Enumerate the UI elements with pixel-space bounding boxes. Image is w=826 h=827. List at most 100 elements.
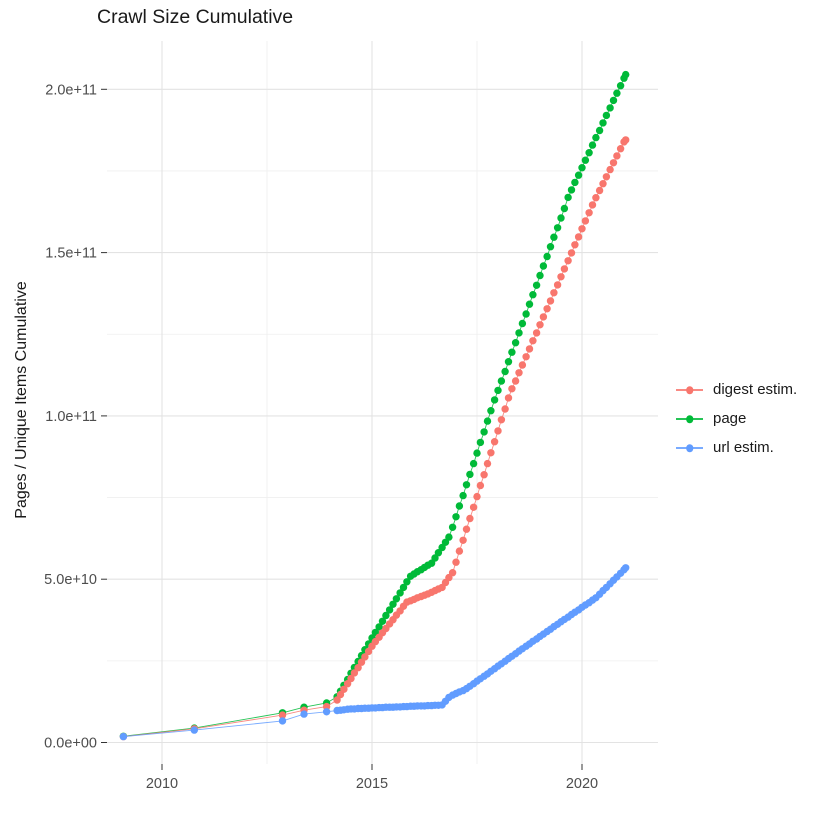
data-point (543, 252, 551, 261)
legend: digest estim. page url estim. (676, 380, 797, 458)
data-point (567, 186, 576, 194)
data-point (473, 492, 481, 501)
legend-label: page (713, 410, 747, 427)
data-point (487, 407, 495, 415)
data-point (574, 171, 583, 179)
data-point (119, 732, 128, 741)
data-point (399, 583, 408, 592)
data-point (322, 708, 331, 716)
legend-point-icon (676, 411, 703, 427)
data-point (553, 281, 562, 289)
data-point (459, 491, 467, 500)
data-point (592, 133, 600, 142)
y-tick-label: 1.5e+11 (45, 246, 97, 262)
data-point (459, 536, 467, 544)
data-point (606, 165, 614, 174)
data-point (616, 82, 625, 90)
data-point (494, 386, 502, 395)
data-point (564, 193, 572, 202)
data-point (434, 549, 443, 557)
data-point (622, 136, 630, 144)
data-point (606, 104, 614, 112)
data-point (322, 702, 331, 711)
data-point (529, 337, 537, 345)
data-point (532, 329, 541, 337)
data-point (622, 564, 630, 572)
axis-tick-labels: 0.0e+00 5.0e+10 1.0e+11 1.5e+11 2.0e+11 2010 2… (44, 82, 598, 792)
data-point (392, 595, 401, 603)
data-point (595, 186, 604, 195)
y-tick-label: 5.0e+10 (44, 572, 97, 588)
data-point (574, 233, 583, 241)
data-point (571, 241, 579, 249)
data-point (543, 305, 551, 313)
data-point (525, 300, 534, 308)
data-point (518, 361, 527, 369)
data-point (354, 664, 362, 672)
data-point (581, 156, 590, 164)
data-point (476, 481, 485, 490)
data-point (501, 367, 509, 376)
data-point (403, 578, 411, 586)
data-series (119, 70, 630, 741)
data-point (536, 321, 544, 329)
data-point (571, 178, 579, 187)
major-gridlines (107, 41, 658, 764)
minor-gridlines (107, 41, 658, 764)
data-point (350, 669, 359, 677)
x-tick-label: 2015 (356, 776, 388, 792)
data-point (560, 204, 569, 213)
data-point (375, 623, 383, 631)
data-point (511, 339, 520, 347)
data-point (431, 554, 439, 562)
data-point (557, 214, 565, 222)
data-point (452, 558, 460, 566)
data-point (515, 369, 523, 377)
series-digest-estim (119, 136, 630, 741)
data-point (190, 726, 198, 734)
axis-ticks (101, 88, 583, 770)
data-point (382, 611, 390, 620)
data-point (455, 502, 464, 510)
data-point (546, 297, 555, 305)
data-point (466, 514, 474, 523)
data-point (448, 569, 457, 577)
y-tick-label: 0.0e+00 (44, 736, 97, 752)
data-point (469, 459, 478, 468)
legend-item-url-estim: url estim. (676, 438, 797, 458)
legend-label: url estim. (713, 439, 774, 456)
data-point (357, 658, 366, 666)
data-point (361, 653, 369, 661)
data-point (466, 470, 474, 479)
data-point (490, 396, 499, 404)
data-point (340, 685, 348, 693)
legend-point-icon (676, 440, 703, 456)
data-point (522, 353, 530, 361)
data-point (599, 180, 607, 188)
data-point (560, 265, 569, 273)
data-point (504, 394, 513, 402)
legend-item-digest-estim: digest estim. (676, 380, 797, 400)
data-point (564, 257, 572, 265)
data-point (585, 209, 593, 217)
data-point (595, 126, 604, 135)
data-point (518, 319, 527, 328)
data-point (557, 273, 565, 281)
data-point (578, 164, 586, 172)
data-point (347, 674, 355, 683)
data-point (508, 385, 516, 393)
data-point (480, 428, 488, 436)
data-point (462, 525, 471, 533)
data-point (567, 249, 576, 257)
x-tick-label: 2010 (146, 776, 178, 792)
data-point (480, 471, 488, 479)
data-point (592, 194, 600, 202)
legend-item-page: page (676, 409, 797, 429)
data-point (532, 281, 541, 289)
data-point (508, 348, 516, 356)
data-point (448, 523, 457, 531)
data-point (622, 70, 630, 79)
data-point (396, 589, 404, 597)
data-point (469, 503, 478, 511)
